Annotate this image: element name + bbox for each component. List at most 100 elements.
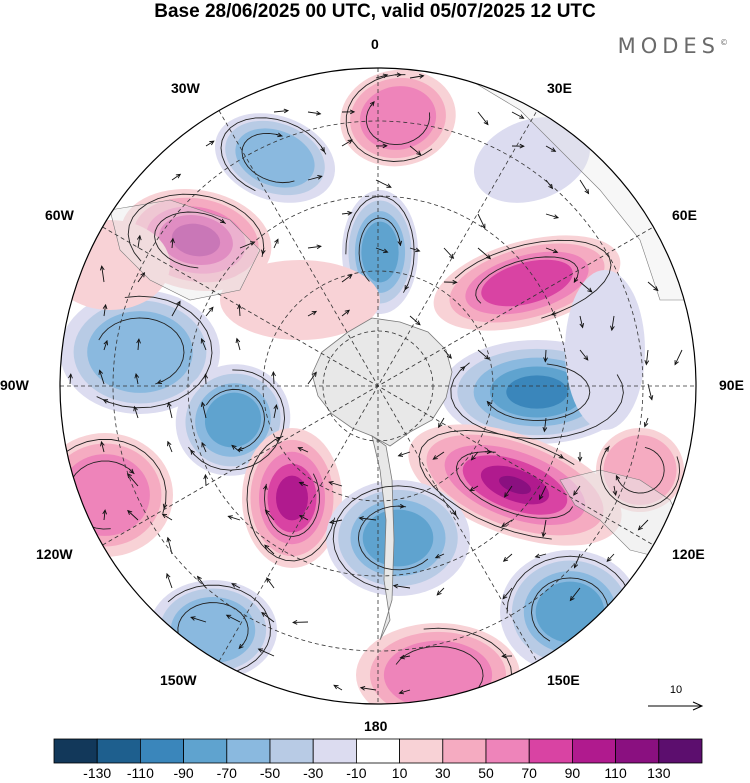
anomaly-contour — [362, 509, 434, 567]
wind-arrowhead — [485, 254, 492, 260]
wind-arrowhead — [501, 522, 507, 528]
wind-vector — [409, 247, 420, 252]
wind-arrowhead — [483, 120, 489, 126]
wind-vector — [167, 441, 173, 453]
wind-vector — [205, 307, 214, 317]
wind-arrowhead — [315, 110, 322, 116]
parallel-circle — [187, 195, 569, 577]
wind-arrowhead — [383, 248, 389, 254]
colorbar-segment — [139, 738, 184, 764]
wind-arrowhead — [312, 371, 317, 377]
wind-arrowhead — [486, 449, 493, 455]
lon-label-30e: 30E — [547, 80, 572, 96]
wind-arrowhead — [469, 486, 475, 492]
streamline — [205, 388, 265, 451]
wind-arrowhead — [275, 436, 282, 442]
wind-arrowhead — [344, 309, 350, 315]
wind-vector — [539, 485, 547, 500]
wind-vector — [545, 145, 556, 152]
wind-arrowhead — [102, 509, 108, 515]
wind-arrowhead — [615, 474, 621, 481]
wind-vector — [409, 315, 421, 326]
wind-vector — [360, 687, 377, 691]
wind-vector — [477, 111, 489, 125]
streamline — [454, 239, 612, 319]
wind-arrowhead — [587, 287, 593, 293]
wind-vector — [579, 315, 584, 328]
wind-arrowhead — [579, 322, 585, 329]
wind-vector — [545, 247, 558, 253]
wind-arrowhead — [273, 403, 279, 410]
wind-arrowhead — [311, 310, 318, 316]
wind-vector — [307, 372, 317, 385]
lon-label-120e: 120E — [672, 546, 705, 562]
wind-arrowhead — [519, 114, 525, 119]
wind-arrowhead — [227, 515, 233, 520]
wind-arrowhead — [266, 577, 271, 583]
lon-label-60e: 60E — [672, 207, 697, 223]
wind-vector — [545, 213, 559, 219]
wind-arrowhead — [486, 400, 492, 407]
wind-arrowhead — [550, 311, 557, 316]
colorbar-tick-label: -70 — [216, 765, 237, 781]
wind-arrowhead — [102, 399, 109, 404]
wind-arrowhead — [604, 446, 610, 452]
wind-vector — [307, 175, 322, 181]
wind-vector — [502, 587, 513, 600]
wind-arrowhead — [162, 503, 168, 510]
wind-vector — [607, 652, 613, 657]
wind-arrowhead — [504, 492, 509, 498]
wind-vector — [171, 301, 181, 317]
wind-vector — [387, 709, 392, 712]
wind-arrowhead — [136, 338, 141, 344]
wind-arrowhead — [436, 590, 442, 596]
wind-vector — [579, 179, 589, 194]
colorbar-segment — [226, 738, 271, 764]
wind-arrowhead — [161, 513, 168, 519]
wind-vector — [535, 553, 547, 558]
wind-arrowhead — [347, 139, 354, 145]
map-title: Base 28/06/2025 00 UTC, valid 05/07/2025… — [154, 1, 596, 22]
colorbar-tick-label: -30 — [303, 765, 324, 781]
polar-map — [59, 67, 697, 712]
wind-arrowhead — [271, 370, 276, 377]
streamline — [167, 584, 271, 676]
wind-vector — [137, 235, 141, 249]
parallel-circle — [322, 330, 434, 442]
wind-vector — [329, 481, 343, 487]
wind-arrowhead — [203, 473, 208, 480]
streamline — [220, 117, 327, 192]
wind-arrowhead — [399, 503, 406, 509]
wind-arrowhead — [140, 271, 146, 278]
wind-arrowhead — [347, 210, 353, 216]
wind-arrowhead — [502, 556, 509, 562]
wind-arrowhead — [605, 607, 611, 614]
streamline — [418, 429, 575, 540]
wind-arrowhead — [190, 616, 196, 621]
streamline — [475, 256, 579, 304]
wind-arrowhead — [397, 452, 404, 457]
wind-vector — [503, 553, 513, 562]
wind-arrowhead — [203, 373, 209, 379]
wind-arrowhead — [359, 685, 366, 691]
wind-arrowhead — [261, 612, 267, 617]
lon-label-60w: 60W — [45, 207, 74, 223]
streamline — [531, 577, 609, 642]
wind-vector — [544, 349, 547, 362]
anomaly-contour — [204, 392, 262, 448]
wind-arrowhead — [317, 175, 323, 180]
wind-arrowhead — [451, 510, 457, 516]
colorbar-segment — [572, 738, 617, 764]
wind-arrowhead — [200, 338, 206, 344]
wind-arrowhead — [358, 516, 364, 521]
wind-arrowhead — [573, 490, 578, 496]
wind-arrowhead — [539, 494, 544, 501]
wind-arrowhead — [100, 440, 105, 447]
wind-vector — [341, 139, 353, 147]
wind-arrowhead — [553, 214, 560, 219]
wind-vector — [545, 179, 553, 189]
wind-arrowhead — [674, 360, 679, 366]
wind-vector — [433, 451, 445, 460]
anomaly-contour — [359, 86, 437, 150]
wind-arrowhead — [382, 73, 389, 79]
